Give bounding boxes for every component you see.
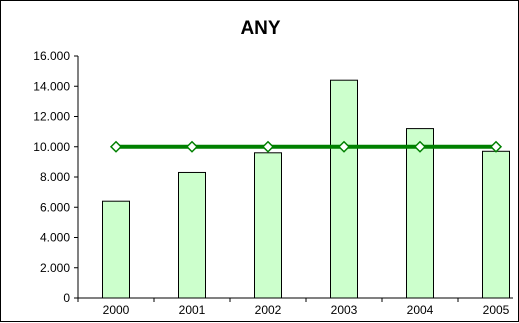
x-tick-label: 2002 [255,303,282,317]
x-tick-label: 2000 [103,303,130,317]
chart-title: ANY [240,18,281,39]
bar [102,200,130,299]
y-tick-label: 2.000 [40,261,70,275]
line-point-marker [489,140,503,153]
x-tick-label: 2004 [407,303,434,317]
y-tick-label: 12.000 [33,110,70,124]
line-point-marker [413,140,427,153]
line-point-marker [261,140,275,153]
y-tick-label: 8.000 [40,170,70,184]
line-point-marker [337,140,351,153]
x-tick-label: 2005 [483,303,510,317]
bar [482,150,510,299]
y-tick-label: 0 [63,291,70,305]
line-point-marker [185,140,199,153]
x-tick-label: 2003 [331,303,358,317]
x-tick-label: 2001 [179,303,206,317]
bar [406,128,434,299]
line-point-marker [109,140,123,153]
y-tick-label: 6.000 [40,200,70,214]
y-tick-label: 16.000 [33,49,70,63]
y-tick-label: 4.000 [40,231,70,245]
y-tick-label: 14.000 [33,79,70,93]
y-tick-label: 10.000 [33,140,70,154]
bar [330,79,358,299]
bar [254,152,282,299]
bar [178,171,206,299]
